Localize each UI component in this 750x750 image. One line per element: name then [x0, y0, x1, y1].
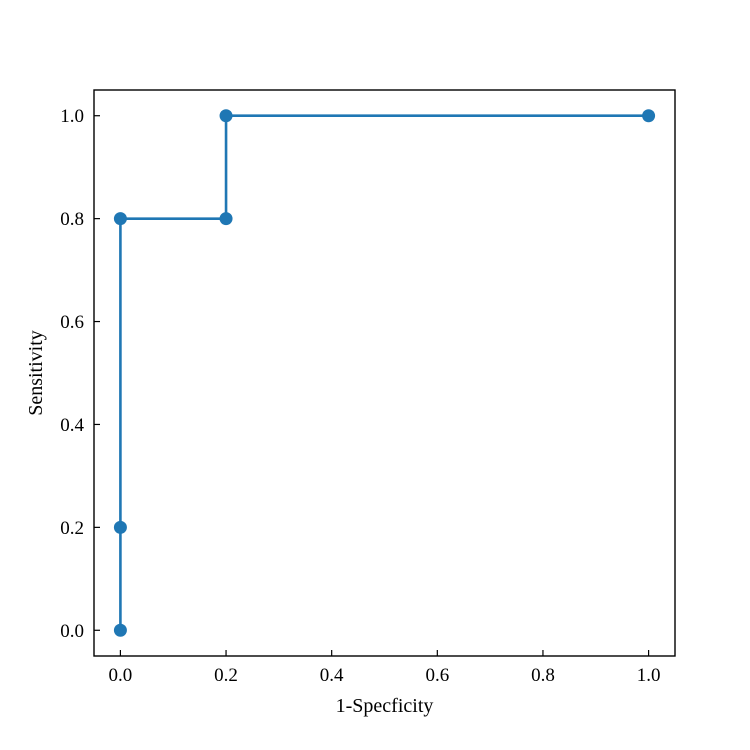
- roc-point: [113, 520, 127, 534]
- x-tick-label: 0.2: [214, 665, 238, 686]
- x-tick-label: 1.0: [637, 665, 661, 686]
- x-tick-label: 0.6: [425, 665, 449, 686]
- roc-point: [219, 109, 233, 123]
- y-tick-label: 0.4: [60, 415, 84, 436]
- ticks-layer: 0.0 0.2 0.4 0.6 0.8 1.0 0.0 0.2 0.4 0.6 0.8 1.0: [60, 106, 660, 686]
- roc-curve-line: [119, 114, 649, 631]
- y-tick-label: 0.2: [60, 518, 84, 539]
- y-axis-title: Sensitivity: [25, 330, 47, 416]
- y-tick-label: 0.6: [60, 312, 84, 333]
- y-tick-label: 0.8: [60, 209, 84, 230]
- x-tick-label: 0.8: [531, 665, 555, 686]
- x-tick-label: 0.4: [320, 665, 344, 686]
- x-axis-title: 1-Specficity: [336, 695, 434, 717]
- roc-point: [113, 212, 127, 226]
- plot-area: [94, 90, 675, 656]
- y-tick-label: 0.0: [60, 621, 84, 642]
- y-tick-label: 1.0: [60, 106, 84, 127]
- roc-point: [642, 109, 656, 123]
- x-tick-label: 0.0: [109, 665, 133, 686]
- roc-point: [113, 623, 127, 637]
- roc-point: [219, 212, 233, 226]
- series-layer: [113, 109, 656, 637]
- plot-frame: [93, 89, 676, 657]
